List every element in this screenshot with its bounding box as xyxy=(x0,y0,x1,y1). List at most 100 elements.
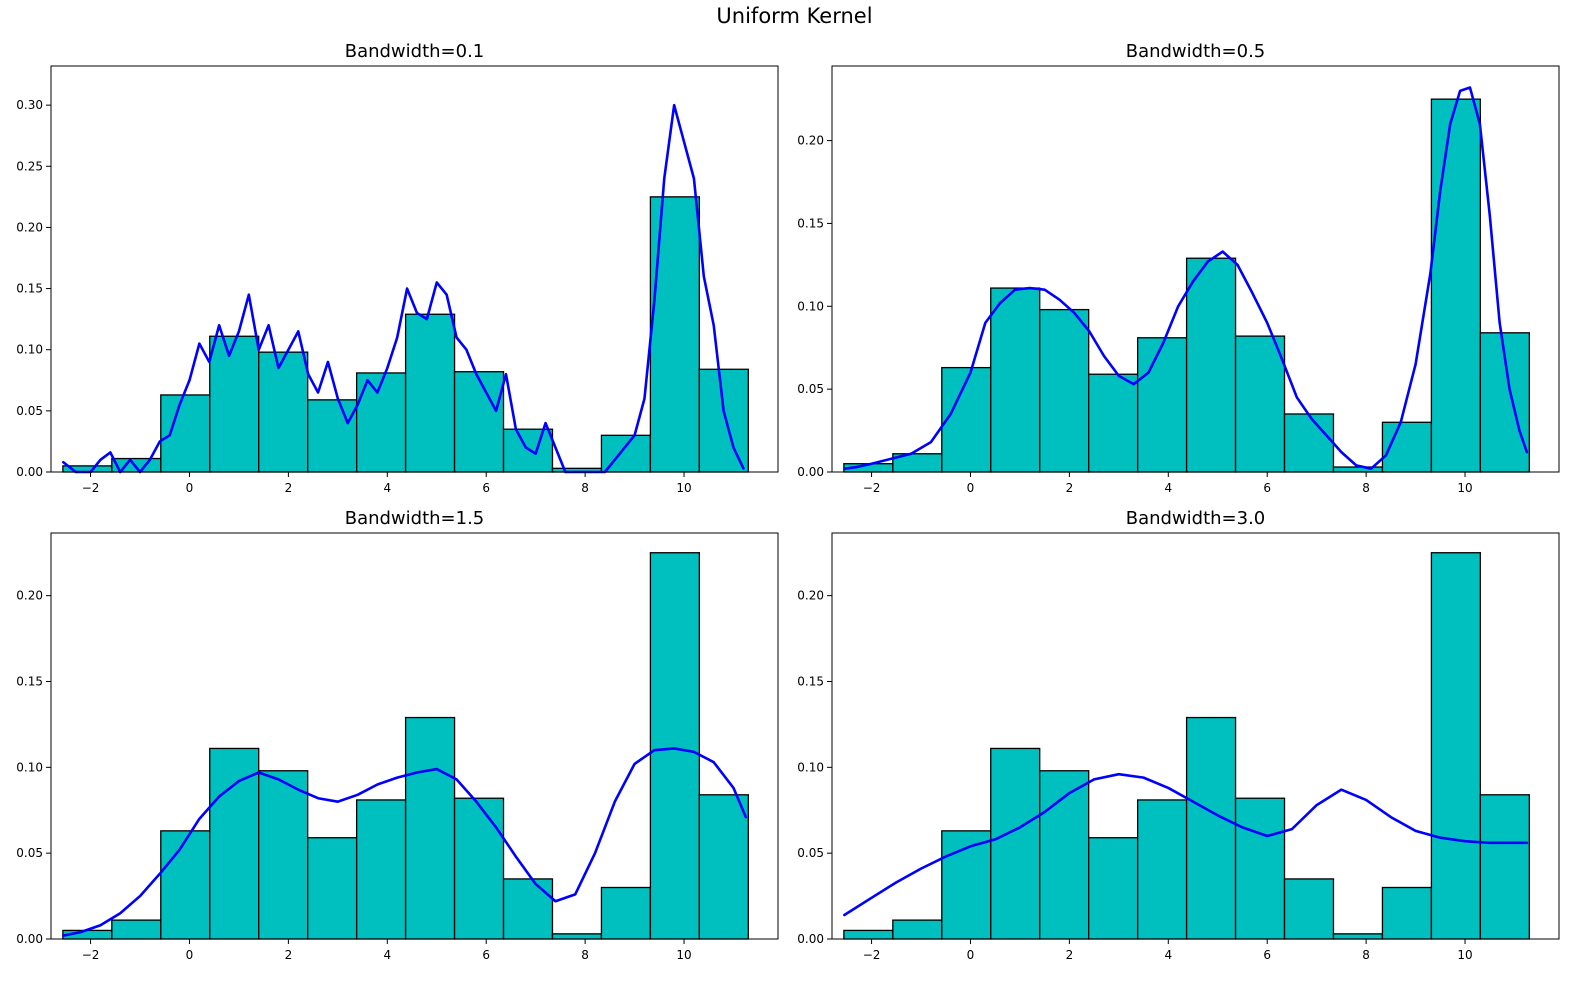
y-tick-label: 0.05 xyxy=(797,382,824,396)
histogram-bar xyxy=(941,366,992,473)
y-tick-label: 0.00 xyxy=(16,932,43,946)
chart-panel-4: Bandwidth=3.0 −2 0 2 4 6 8 10 0.00 0.05 0.10 0.15 0.… xyxy=(797,508,1560,962)
histogram-bars xyxy=(843,98,1530,473)
histogram-bar xyxy=(843,929,894,940)
axes-frame xyxy=(831,65,1560,473)
chart-panel-3: Bandwidth=1.5 −2 0 2 4 6 8 10 0.00 0.05 0.10 0.15 0.… xyxy=(16,508,779,962)
histogram-bar xyxy=(1234,335,1286,473)
histogram-bar xyxy=(892,919,943,940)
y-tick-label: 0.00 xyxy=(797,932,824,946)
histogram-bar xyxy=(1088,837,1139,940)
x-tick-label: 0 xyxy=(186,948,194,962)
x-tick-label: 8 xyxy=(581,481,589,495)
x-tick-label: 4 xyxy=(383,948,391,962)
y-tick-label: 0.20 xyxy=(16,589,43,603)
axes-frame xyxy=(50,532,779,940)
y-tick-label: 0.20 xyxy=(797,134,824,148)
histogram-bar xyxy=(209,747,260,940)
histogram-bar xyxy=(990,287,1041,473)
histogram-bar xyxy=(990,747,1041,940)
y-tick-label: 0.10 xyxy=(16,760,43,774)
histogram-bar xyxy=(404,313,456,473)
axes-frame xyxy=(50,65,779,473)
histogram-bar xyxy=(355,799,407,940)
x-tick-label: 0 xyxy=(967,948,975,962)
histogram-bar xyxy=(453,797,505,940)
y-tick-label: 0.10 xyxy=(797,299,824,313)
x-tick-label: 0 xyxy=(967,481,975,495)
chart-panel-2: Bandwidth=0.5 −2 0 2 4 6 8 10 0.00 0.05 0.10 0.15 0.… xyxy=(797,41,1560,495)
x-tick-label: 2 xyxy=(1066,948,1074,962)
histogram-bars xyxy=(843,552,1530,940)
histogram-bar xyxy=(1136,337,1188,473)
histogram-bar xyxy=(551,933,603,940)
y-tick-label: 0.20 xyxy=(797,589,824,603)
y-tick-label: 0.20 xyxy=(16,220,43,234)
histogram-bar xyxy=(1479,794,1530,940)
chart-title: Bandwidth=0.1 xyxy=(345,41,485,62)
x-tick-label: 6 xyxy=(482,948,490,962)
figure-title: Uniform Kernel xyxy=(716,4,873,28)
histogram-bar xyxy=(600,886,652,940)
histogram-bar xyxy=(1136,799,1188,940)
x-tick-label: −2 xyxy=(863,481,881,495)
x-tick-label: 8 xyxy=(1362,948,1370,962)
kde-line xyxy=(843,772,1529,917)
histogram-bar xyxy=(698,368,749,473)
y-tick-label: 0.05 xyxy=(16,846,43,860)
y-tick-label: 0.00 xyxy=(16,465,43,479)
histogram-bar xyxy=(1185,716,1237,940)
x-tick-label: 10 xyxy=(1457,948,1472,962)
y-tick-label: 0.05 xyxy=(797,846,824,860)
histogram-bar xyxy=(307,399,358,473)
histogram-bar xyxy=(1185,257,1237,473)
histogram-bar xyxy=(160,394,211,473)
x-tick-label: −2 xyxy=(82,481,100,495)
histogram-bar xyxy=(1283,878,1335,940)
kde-line xyxy=(62,103,745,474)
histogram-bar xyxy=(1430,98,1482,473)
histogram-bar xyxy=(307,837,358,940)
histogram-bar xyxy=(1430,552,1482,940)
histogram-bar xyxy=(1234,797,1286,940)
x-tick-label: 10 xyxy=(676,948,691,962)
x-tick-label: 4 xyxy=(1164,481,1172,495)
histogram-bar xyxy=(1332,466,1384,473)
y-tick-label: 0.10 xyxy=(16,343,43,357)
x-tick-label: 8 xyxy=(1362,481,1370,495)
x-tick-label: −2 xyxy=(863,948,881,962)
histogram-bar xyxy=(111,919,162,940)
y-tick-label: 0.25 xyxy=(16,159,43,173)
chart-title: Bandwidth=1.5 xyxy=(345,508,485,529)
x-tick-label: 4 xyxy=(1164,948,1172,962)
y-tick-label: 0.15 xyxy=(797,216,824,230)
x-tick-label: 2 xyxy=(285,948,293,962)
y-tick-label: 0.15 xyxy=(16,674,43,688)
x-tick-label: 6 xyxy=(1263,481,1271,495)
histogram-bar xyxy=(1039,308,1090,473)
x-tick-label: 0 xyxy=(186,481,194,495)
kde-line xyxy=(843,86,1529,470)
histogram-bar xyxy=(453,371,505,473)
y-tick-label: 0.00 xyxy=(797,465,824,479)
histogram-bar xyxy=(698,794,749,940)
kde-line xyxy=(62,747,748,937)
y-tick-label: 0.30 xyxy=(16,98,43,112)
x-tick-label: 2 xyxy=(285,481,293,495)
histogram-bar xyxy=(160,830,211,940)
y-tick-label: 0.15 xyxy=(16,282,43,296)
chart-panel-1: Bandwidth=0.1 −2 0 2 4 6 8 10 0.00 0.05 0.10 0.15 0.… xyxy=(16,41,779,495)
y-tick-label: 0.05 xyxy=(16,404,43,418)
histogram-bar xyxy=(649,196,701,473)
x-tick-label: 10 xyxy=(1457,481,1472,495)
histogram-bars xyxy=(62,552,749,940)
histogram-bar xyxy=(1283,413,1335,473)
x-tick-label: −2 xyxy=(82,948,100,962)
histogram-bar xyxy=(404,716,456,940)
histogram-bar xyxy=(649,552,701,940)
chart-title: Bandwidth=3.0 xyxy=(1126,508,1266,529)
histogram-bar xyxy=(1332,933,1384,940)
x-tick-label: 6 xyxy=(482,481,490,495)
x-tick-label: 2 xyxy=(1066,481,1074,495)
